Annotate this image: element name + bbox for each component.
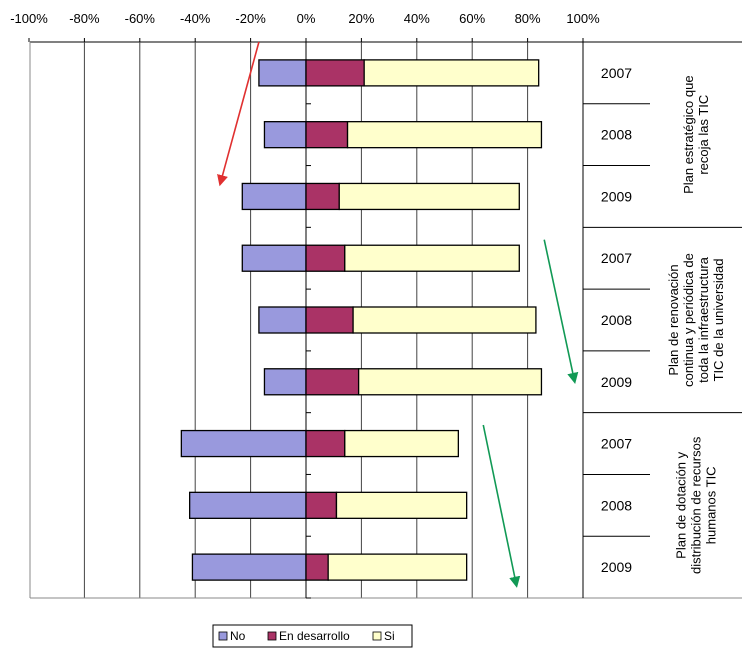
bar-si <box>327 553 468 581</box>
bar-si <box>335 491 468 519</box>
x-tick-label: -100% <box>10 11 48 26</box>
legend-box <box>212 624 413 648</box>
group-label: Plan de dotación y distribución de recurs… <box>674 436 719 574</box>
bar-si <box>344 244 520 272</box>
year-label: 2007 <box>601 65 632 81</box>
bar-no <box>189 491 307 519</box>
bar-si <box>352 306 537 334</box>
legend-swatch <box>372 631 382 641</box>
group-label-line: toda la infraestructura <box>696 256 711 383</box>
trend-arrow <box>482 424 521 588</box>
group-label-line: recoja las TIC <box>696 95 711 175</box>
legend: No En desarrollo Si <box>212 624 413 648</box>
bar-si <box>357 368 543 396</box>
year-label: 2008 <box>601 497 632 513</box>
x-tick-label: -60% <box>125 11 156 26</box>
x-tick-label: -20% <box>235 11 266 26</box>
bar-no <box>191 553 307 581</box>
year-label: 2009 <box>601 374 632 390</box>
bar-en-desarrollo <box>305 491 338 519</box>
legend-label: En desarrollo <box>279 629 350 643</box>
bar-si <box>363 59 540 87</box>
x-tick-label: -80% <box>69 11 100 26</box>
x-tick-label: 40% <box>404 11 430 26</box>
x-tick-label: -40% <box>180 11 211 26</box>
bar-en-desarrollo <box>305 306 354 334</box>
x-axis-ticks: -100% -80% -60% -40% -20% 0% 20% 40% 60% 80% 100% <box>10 11 600 26</box>
group-label-line: continua y periódica de <box>681 253 696 387</box>
trend-arrow <box>217 41 260 187</box>
year-label: 2008 <box>601 312 632 328</box>
bar-en-desarrollo <box>305 368 360 396</box>
group-label: Plan estratégico que recoja las TIC <box>681 75 711 194</box>
year-label: 2009 <box>601 559 632 575</box>
group-label: Plan de renovación continua y periódica d… <box>666 253 726 387</box>
group-label-line: Plan de renovación <box>666 264 681 375</box>
x-tick-label: 60% <box>459 11 485 26</box>
legend-swatch <box>218 631 228 641</box>
x-tick-label: 0% <box>297 11 316 26</box>
bar-no <box>241 182 307 211</box>
bar-si <box>346 121 543 149</box>
group-label-line: Plan de dotación y <box>674 451 689 558</box>
bar-no <box>241 244 307 272</box>
bar-en-desarrollo <box>305 553 329 581</box>
bar-si <box>338 182 520 211</box>
year-label: 2008 <box>601 127 632 143</box>
x-tick-label: 80% <box>515 11 541 26</box>
group-label-line: humanos TIC <box>704 466 719 544</box>
group-label-line: TIC de la universidad <box>711 259 726 382</box>
x-tick-label: 20% <box>348 11 374 26</box>
bar-en-desarrollo <box>305 182 340 211</box>
bar-en-desarrollo <box>305 244 346 272</box>
legend-swatch <box>267 631 277 641</box>
bars <box>180 59 543 581</box>
year-label: 2007 <box>601 250 632 266</box>
bar-no <box>180 429 307 458</box>
category-labels: 2007 2008 2009 Plan estratégico que recoja l… <box>601 65 726 575</box>
year-label: 2009 <box>601 188 632 204</box>
group-label-line: distribución de recursos <box>689 436 704 574</box>
bar-en-desarrollo <box>305 429 346 458</box>
legend-label: Si <box>384 629 395 643</box>
trend-arrow <box>543 239 579 384</box>
legend-label: No <box>230 629 246 643</box>
bar-no <box>258 306 307 334</box>
bar-si <box>344 429 459 458</box>
group-label-line: Plan estratégico que <box>681 75 696 194</box>
bar-en-desarrollo <box>305 59 365 87</box>
trend-arrows <box>217 41 579 588</box>
x-tick-label: 100% <box>566 11 600 26</box>
year-label: 2007 <box>601 436 632 452</box>
bar-no <box>263 121 307 149</box>
bar-no <box>263 368 307 396</box>
bar-no <box>258 59 307 87</box>
bar-en-desarrollo <box>305 121 349 149</box>
